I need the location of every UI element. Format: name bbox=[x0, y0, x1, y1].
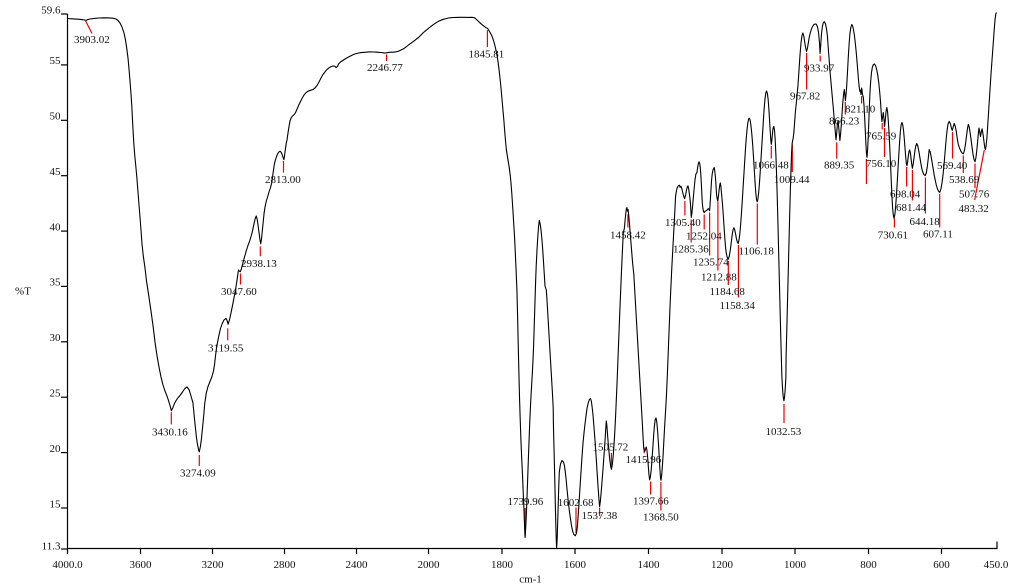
svg-text:730.61: 730.61 bbox=[878, 230, 908, 242]
svg-text:2000: 2000 bbox=[418, 559, 441, 571]
svg-text:2800: 2800 bbox=[274, 559, 297, 571]
svg-text:3200: 3200 bbox=[202, 559, 225, 571]
svg-text:1368.50: 1368.50 bbox=[643, 511, 679, 523]
svg-text:600: 600 bbox=[933, 559, 950, 571]
svg-text:25: 25 bbox=[50, 388, 62, 400]
svg-text:698.04: 698.04 bbox=[890, 189, 921, 201]
svg-text:1285.36: 1285.36 bbox=[673, 244, 709, 256]
svg-text:538.69: 538.69 bbox=[949, 174, 980, 186]
svg-text:%T: %T bbox=[15, 285, 31, 297]
svg-text:1200: 1200 bbox=[711, 559, 734, 571]
svg-text:1600: 1600 bbox=[564, 559, 587, 571]
svg-text:1305.40: 1305.40 bbox=[665, 217, 701, 229]
svg-text:967.82: 967.82 bbox=[790, 91, 820, 103]
svg-text:866.23: 866.23 bbox=[829, 115, 860, 127]
svg-text:1158.34: 1158.34 bbox=[720, 300, 756, 312]
svg-text:1845.81: 1845.81 bbox=[469, 48, 505, 60]
svg-text:11.3: 11.3 bbox=[42, 541, 61, 553]
svg-text:1252.04: 1252.04 bbox=[686, 230, 722, 242]
svg-text:1066.48: 1066.48 bbox=[753, 160, 789, 172]
svg-text:1032.53: 1032.53 bbox=[766, 426, 802, 438]
svg-text:3903.02: 3903.02 bbox=[74, 34, 110, 46]
svg-text:1505.72: 1505.72 bbox=[593, 441, 629, 453]
svg-text:55: 55 bbox=[50, 55, 62, 67]
svg-text:1184.68: 1184.68 bbox=[710, 286, 746, 298]
svg-text:765.59: 765.59 bbox=[866, 131, 897, 143]
svg-text:30: 30 bbox=[50, 332, 62, 344]
svg-text:889.35: 889.35 bbox=[824, 159, 855, 171]
svg-text:1009.44: 1009.44 bbox=[774, 174, 810, 186]
svg-text:1235.74: 1235.74 bbox=[693, 257, 729, 269]
svg-text:1000: 1000 bbox=[784, 559, 807, 571]
svg-text:59.6: 59.6 bbox=[41, 4, 61, 16]
svg-text:3600: 3600 bbox=[130, 559, 153, 571]
svg-text:1400: 1400 bbox=[638, 559, 661, 571]
svg-text:933.97: 933.97 bbox=[804, 63, 835, 75]
svg-text:1739.96: 1739.96 bbox=[508, 496, 544, 508]
svg-text:cm-1: cm-1 bbox=[519, 573, 542, 585]
svg-text:756.10: 756.10 bbox=[866, 158, 897, 170]
svg-text:569.40: 569.40 bbox=[937, 160, 968, 172]
svg-text:2813.00: 2813.00 bbox=[265, 174, 301, 186]
svg-text:3430.16: 3430.16 bbox=[152, 426, 188, 438]
svg-text:3274.09: 3274.09 bbox=[180, 467, 216, 479]
svg-text:20: 20 bbox=[50, 443, 62, 455]
svg-text:35: 35 bbox=[50, 277, 62, 289]
svg-text:681.44: 681.44 bbox=[896, 202, 927, 214]
svg-text:1415.96: 1415.96 bbox=[626, 454, 662, 466]
svg-text:50: 50 bbox=[50, 111, 62, 123]
svg-text:1800: 1800 bbox=[491, 559, 514, 571]
svg-text:3119.55: 3119.55 bbox=[208, 343, 244, 355]
svg-text:483.32: 483.32 bbox=[959, 203, 989, 215]
svg-text:1537.38: 1537.38 bbox=[582, 510, 618, 522]
svg-text:1212.88: 1212.88 bbox=[701, 271, 737, 283]
svg-text:1397.66: 1397.66 bbox=[633, 496, 669, 508]
svg-text:4000.0: 4000.0 bbox=[52, 559, 83, 571]
svg-text:2246.77: 2246.77 bbox=[367, 62, 403, 74]
svg-text:1458.42: 1458.42 bbox=[610, 229, 646, 241]
svg-text:40: 40 bbox=[50, 221, 62, 233]
svg-text:800: 800 bbox=[860, 559, 877, 571]
svg-text:1106.18: 1106.18 bbox=[739, 245, 775, 257]
svg-text:607.11: 607.11 bbox=[923, 229, 953, 241]
svg-text:2400: 2400 bbox=[346, 559, 369, 571]
svg-text:1602.68: 1602.68 bbox=[558, 497, 594, 509]
svg-text:821.10: 821.10 bbox=[845, 104, 876, 116]
svg-text:450.0: 450.0 bbox=[984, 559, 1009, 571]
svg-text:507.76: 507.76 bbox=[959, 189, 990, 201]
svg-text:644.18: 644.18 bbox=[910, 216, 941, 228]
svg-text:3047.60: 3047.60 bbox=[221, 286, 257, 298]
svg-text:15: 15 bbox=[50, 498, 62, 510]
svg-text:2938.13: 2938.13 bbox=[241, 258, 277, 270]
svg-text:45: 45 bbox=[50, 166, 62, 178]
